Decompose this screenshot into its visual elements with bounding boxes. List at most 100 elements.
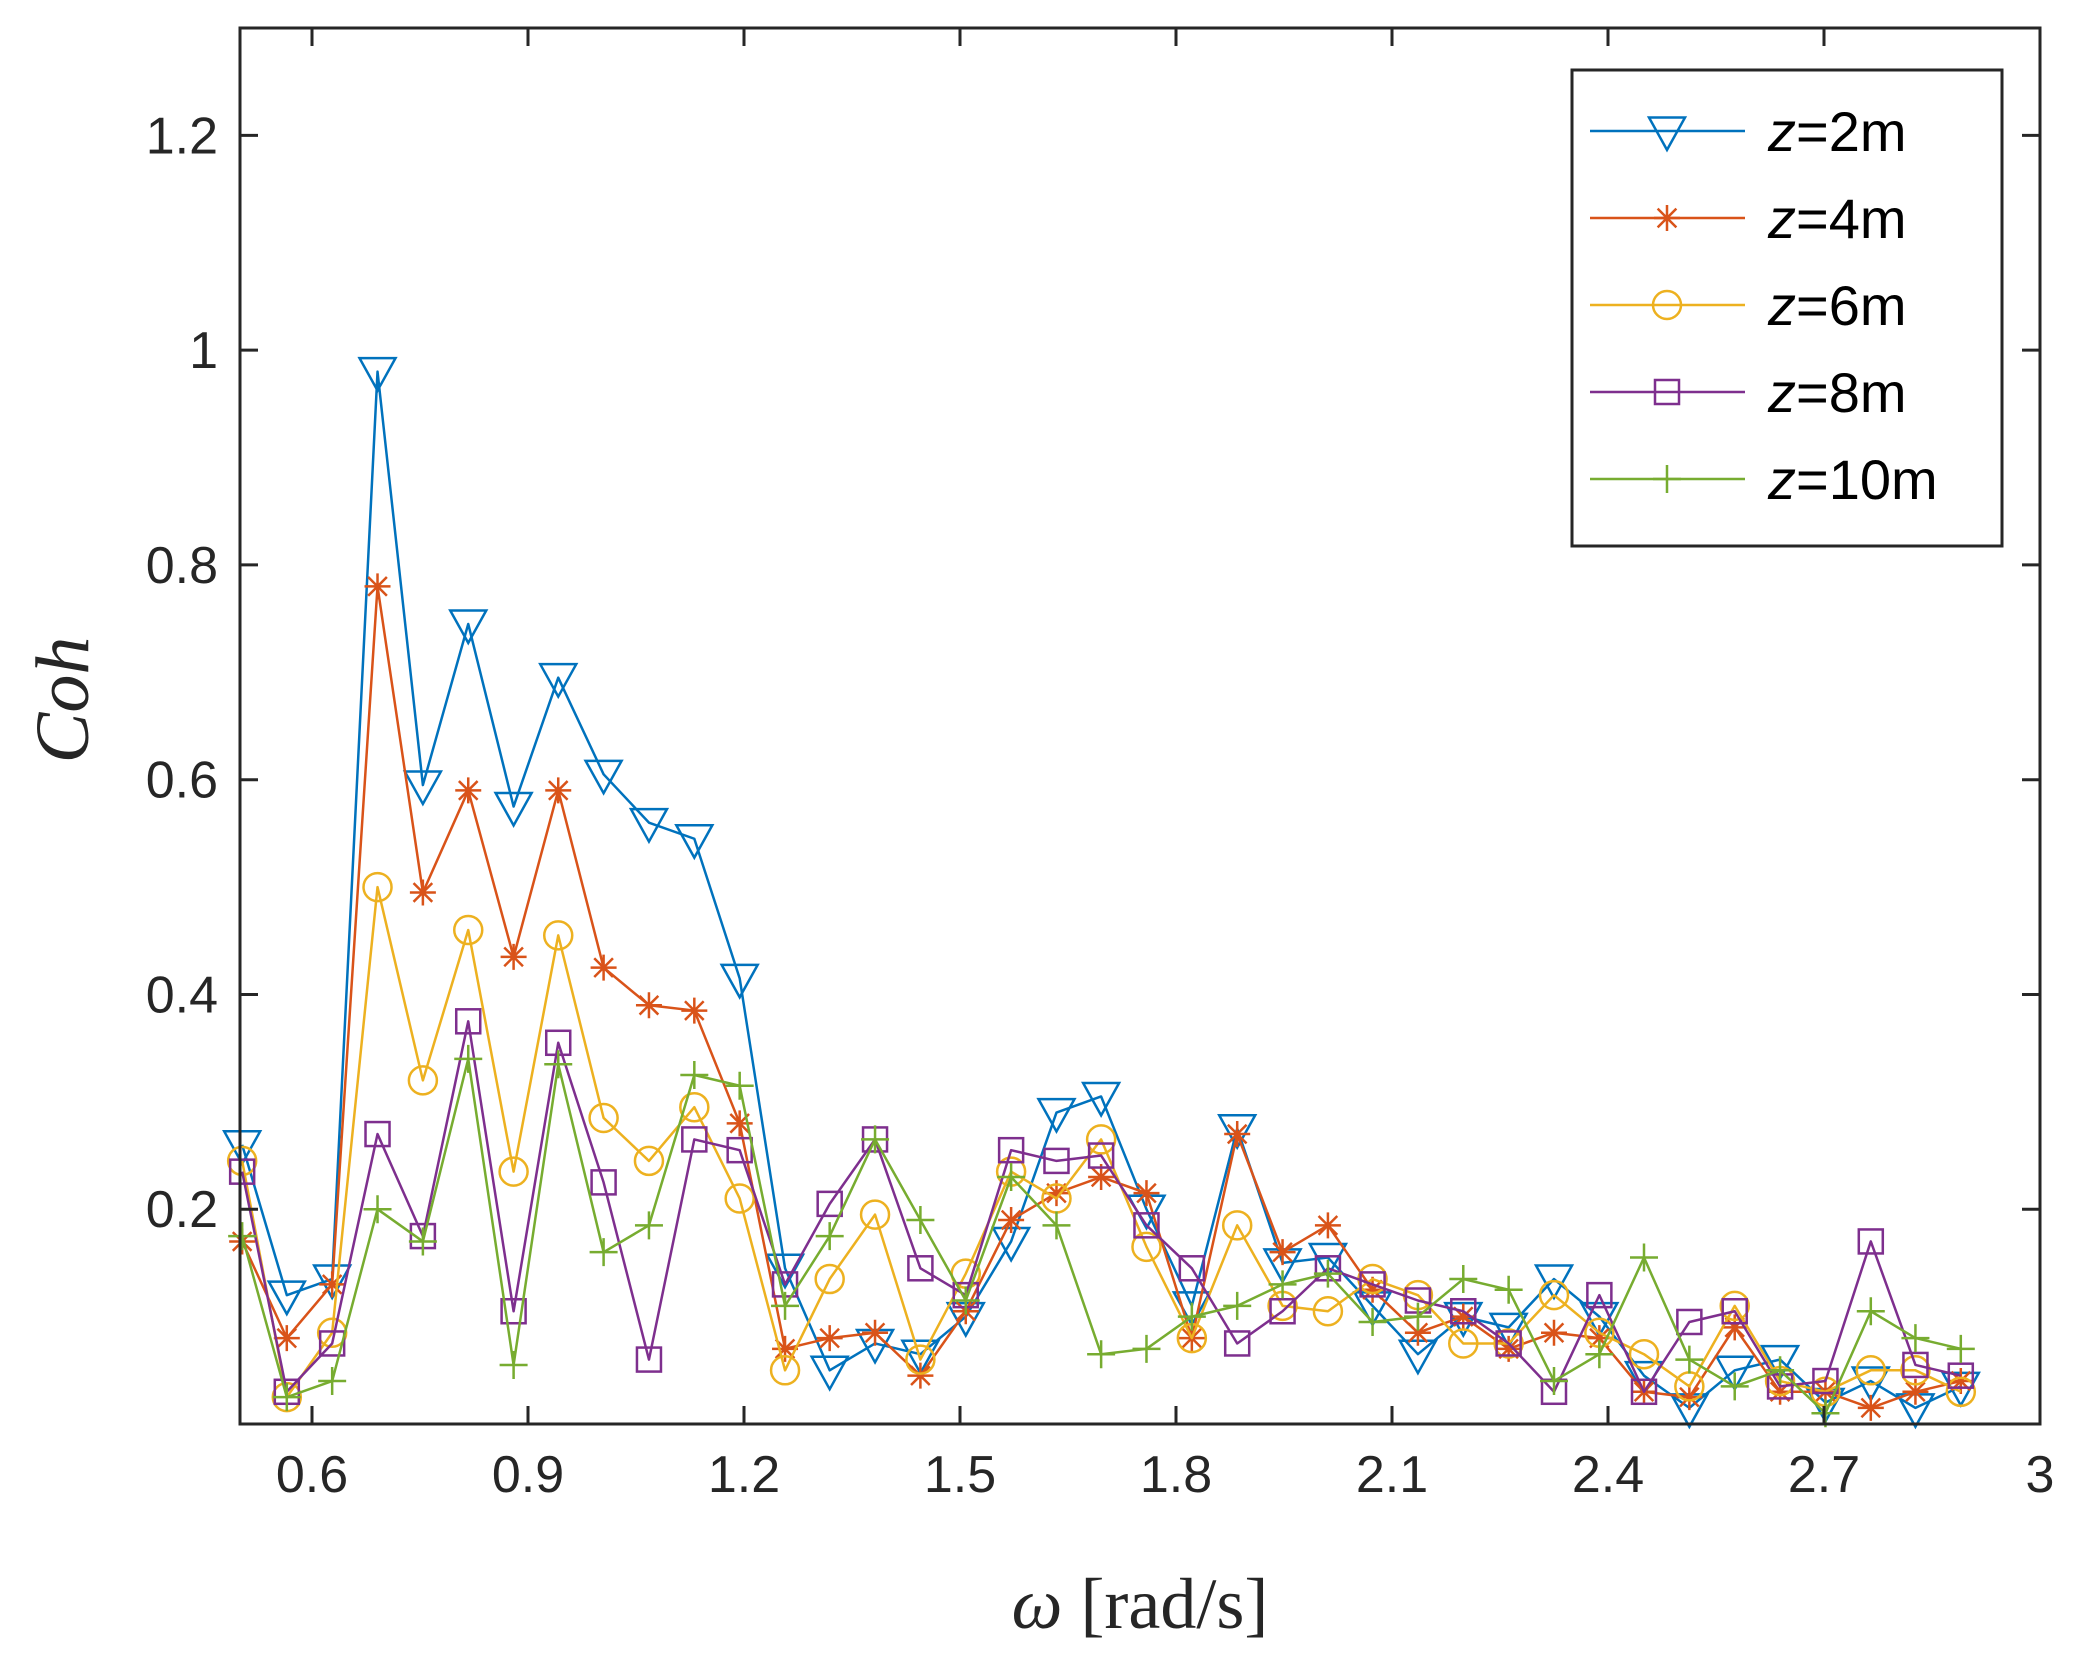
data-point [1087, 1340, 1116, 1369]
data-point [1540, 1367, 1568, 1396]
data-point [809, 1355, 850, 1392]
x-tick-label: 2.7 [1788, 1446, 1860, 1504]
y-axis-label: Coh [21, 637, 105, 764]
x-tick-label: 1.2 [708, 1446, 780, 1504]
data-point [590, 954, 617, 981]
x-tick-label: 1.8 [1140, 1446, 1212, 1504]
data-point [1314, 1212, 1341, 1239]
data-point [1947, 1368, 1974, 1395]
axis-ticks [240, 28, 2042, 1424]
data-point [633, 1145, 665, 1177]
data-point [764, 1253, 806, 1290]
data-point [318, 1330, 346, 1357]
x-tick-label: 0.9 [492, 1446, 564, 1504]
legend-entry-z=8m: z=8m [1590, 361, 1907, 424]
data-point [906, 1205, 935, 1234]
data-point [493, 791, 534, 829]
plot-frame [238, 26, 2042, 1426]
data-point [1450, 1303, 1477, 1330]
data-point [1945, 1376, 1977, 1408]
series-z=8m [228, 1008, 1975, 1406]
data-point [409, 879, 436, 906]
data-point [1313, 1259, 1342, 1288]
data-point [228, 1158, 256, 1185]
data-point [997, 1136, 1025, 1164]
legend-label: z=10m [1767, 448, 1938, 511]
x-tick-label: 3 [2026, 1446, 2055, 1504]
data-point [998, 1206, 1025, 1233]
data-point [1855, 1355, 1887, 1386]
data-point [1488, 1312, 1529, 1349]
data-point [1902, 1378, 1929, 1405]
data-point [816, 1325, 843, 1352]
data-point [1902, 1351, 1929, 1379]
data-point [1714, 1355, 1755, 1392]
data-point [719, 963, 760, 1000]
data-point [1177, 1302, 1206, 1331]
data-point [1586, 1325, 1613, 1352]
legend-marker [1646, 116, 1688, 153]
data-point [1495, 1330, 1522, 1357]
data-point [318, 1367, 347, 1396]
data-point [1946, 1334, 1975, 1363]
data-point [861, 1125, 890, 1154]
data-point [455, 777, 482, 804]
data-point [1042, 1211, 1071, 1240]
data-point [1223, 1330, 1251, 1357]
data-point [1630, 1243, 1658, 1272]
y-tick-label: 1.2 [146, 107, 218, 165]
data-point [588, 1102, 619, 1134]
data-point [679, 1091, 710, 1123]
legend-entry-z=2m: z=2m [1590, 100, 1907, 163]
x-tick-label: 2.4 [1572, 1446, 1644, 1504]
data-point [454, 1008, 482, 1035]
y-tick-label: 0.4 [146, 966, 218, 1024]
x-axis-symbol: ω [1012, 1564, 1063, 1644]
data-point [1676, 1308, 1703, 1336]
data-point [1312, 1295, 1344, 1327]
data-point [815, 1222, 844, 1251]
data-point [1224, 1121, 1251, 1148]
data-point [769, 1355, 801, 1386]
legend-entries: z=2m z=4m z=6m z=8m z=10m [1590, 100, 1938, 511]
data-point [1493, 1328, 1524, 1359]
data-point [1850, 1366, 1891, 1403]
data-point [266, 1280, 307, 1317]
legend-marker [1653, 465, 1681, 493]
data-point [1131, 1231, 1162, 1263]
data-point [402, 770, 444, 807]
data-point [589, 1238, 618, 1267]
x-axis-unit: [rad/s] [1080, 1564, 1268, 1644]
data-point [1579, 1301, 1620, 1339]
data-point [1043, 1147, 1070, 1175]
data-point [634, 1211, 663, 1240]
data-point [1812, 1367, 1839, 1395]
data-point [1585, 1340, 1614, 1369]
data-point [905, 1344, 936, 1375]
data-point [1403, 1302, 1432, 1331]
legend-box [1570, 68, 2004, 548]
legend-entry-z=6m: z=6m [1590, 274, 1907, 337]
series-line [240, 1020, 1962, 1394]
data-point [900, 1339, 941, 1376]
data-point [1759, 1344, 1801, 1382]
series-z=2m [222, 356, 1981, 1430]
legend-label: z=4m [1767, 187, 1907, 250]
data-point [1628, 1338, 1660, 1370]
data-point [1307, 1242, 1349, 1280]
data-point [1358, 1307, 1387, 1336]
data-point [1630, 1378, 1658, 1406]
data-point [771, 1291, 800, 1320]
data-point [1533, 1264, 1575, 1301]
data-point [680, 1061, 709, 1089]
legend-marker [1651, 289, 1683, 321]
data-point [1720, 1372, 1749, 1401]
legend-entry-z=4m: z=4m [1590, 187, 1907, 250]
data-point [1450, 1297, 1477, 1325]
data-point [1448, 1328, 1479, 1359]
x-axis-label: ω [rad/s] [1012, 1564, 1269, 1644]
data-point [681, 997, 708, 1024]
x-tick-label: 0.6 [276, 1446, 348, 1504]
x-tick-label: 2.1 [1356, 1446, 1428, 1504]
